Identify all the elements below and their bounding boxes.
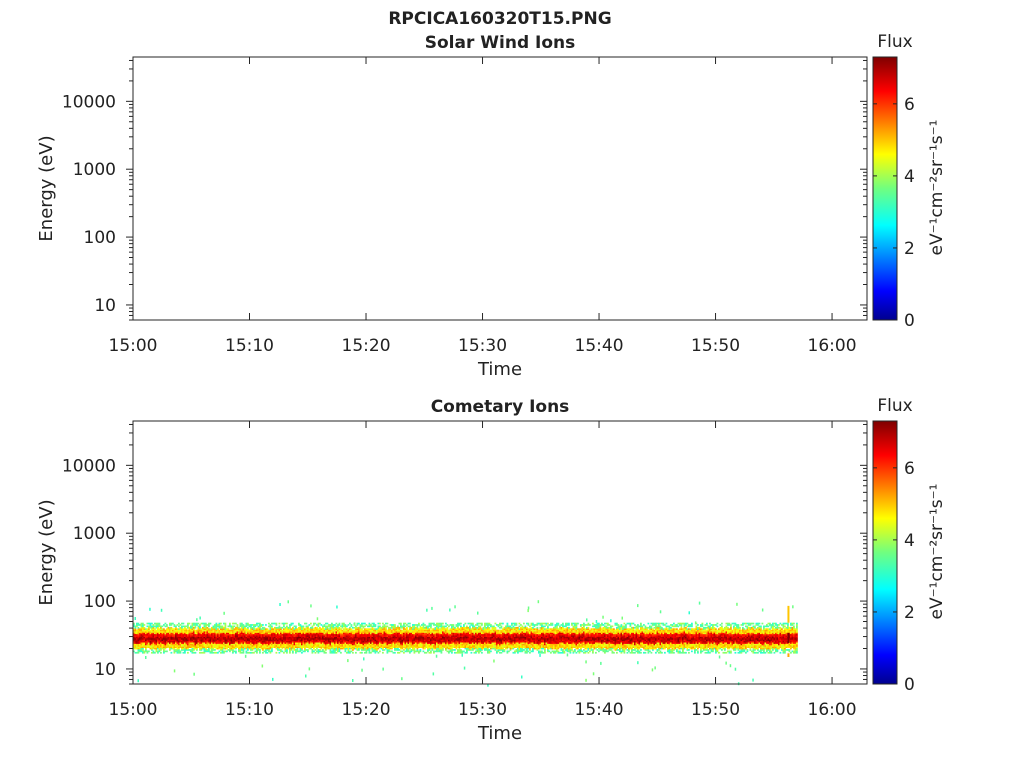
x-tick-label: 15:30	[458, 700, 507, 720]
flux-spike	[787, 605, 790, 657]
x-axis: 15:00 15:10 15:20 15:30 15:40 15:50 16:00 Time	[109, 57, 857, 380]
y-tick-label: 10000	[62, 456, 116, 476]
y-tick-label: 10000	[62, 92, 116, 112]
x-axis-label: Time	[477, 359, 522, 380]
colorbar-gradient	[872, 420, 898, 685]
panel-title: Cometary Ions	[431, 397, 570, 417]
colorbar-tick-label: 2	[904, 239, 915, 259]
x-tick-label: 15:10	[225, 336, 274, 356]
x-tick-label: 15:40	[575, 336, 624, 356]
colorbar: Flux 0 2 4 6 eV⁻¹cm⁻²sr⁻¹s⁻¹	[872, 32, 947, 331]
y-axis: 10 100 1000 10000 Energy (eV)	[36, 423, 867, 685]
y-axis: 10 100 1000 10000 Energy (eV)	[36, 59, 867, 321]
colorbar-tick-label: 6	[904, 459, 915, 479]
y-axis-label: Energy (eV)	[36, 499, 57, 605]
x-tick-label: 16:00	[808, 700, 857, 720]
y-axis-label: Energy (eV)	[36, 135, 57, 241]
colorbar-tick-label: 4	[904, 167, 915, 187]
panel-title: Solar Wind Ions	[425, 33, 576, 53]
x-axis: 15:00 15:10 15:20 15:30 15:40 15:50 16:00 Time	[109, 421, 857, 744]
x-tick-label: 15:00	[109, 700, 158, 720]
axes-frame	[132, 56, 868, 321]
x-axis-label: Time	[477, 723, 522, 744]
y-tick-label: 1000	[73, 160, 116, 180]
x-tick-label: 16:00	[808, 336, 857, 356]
y-tick-label: 10	[94, 660, 116, 680]
sparse-counts	[134, 600, 794, 687]
x-tick-label: 15:40	[575, 700, 624, 720]
colorbar-gradient	[872, 56, 898, 321]
y-tick-label: 10	[94, 296, 116, 316]
panel-1: Solar Wind Ions 15:00 15:10 15:20 15:30 15:40…	[36, 32, 947, 380]
colorbar-tick-label: 6	[904, 95, 915, 115]
spectrogram-area	[133, 600, 798, 687]
colorbar-title: Flux	[877, 396, 912, 416]
colorbar-tick-label: 0	[904, 675, 915, 695]
colorbar-tick-label: 2	[904, 603, 915, 623]
figure-title: RPCICA160320T15.PNG	[388, 9, 611, 29]
colorbar-tick-label: 4	[904, 531, 915, 551]
colorbar-label: eV⁻¹cm⁻²sr⁻¹s⁻¹	[927, 484, 947, 620]
x-tick-label: 15:20	[342, 336, 391, 356]
x-tick-label: 15:30	[458, 336, 507, 356]
colorbar-title: Flux	[877, 32, 912, 52]
flux-band	[133, 622, 798, 654]
panels: Solar Wind Ions 15:00 15:10 15:20 15:30 15:40…	[36, 32, 947, 744]
colorbar: Flux 0 2 4 6 eV⁻¹cm⁻²sr⁻¹s⁻¹	[872, 396, 947, 695]
x-tick-label: 15:50	[691, 700, 740, 720]
y-tick-label: 100	[84, 592, 116, 612]
axes-frame	[132, 420, 868, 685]
x-tick-label: 15:50	[691, 336, 740, 356]
colorbar-tick-label: 0	[904, 311, 915, 331]
y-tick-label: 100	[84, 228, 116, 248]
colorbar-label: eV⁻¹cm⁻²sr⁻¹s⁻¹	[927, 120, 947, 256]
x-tick-label: 15:10	[225, 700, 274, 720]
x-tick-label: 15:00	[109, 336, 158, 356]
y-tick-label: 1000	[73, 524, 116, 544]
x-tick-label: 15:20	[342, 700, 391, 720]
